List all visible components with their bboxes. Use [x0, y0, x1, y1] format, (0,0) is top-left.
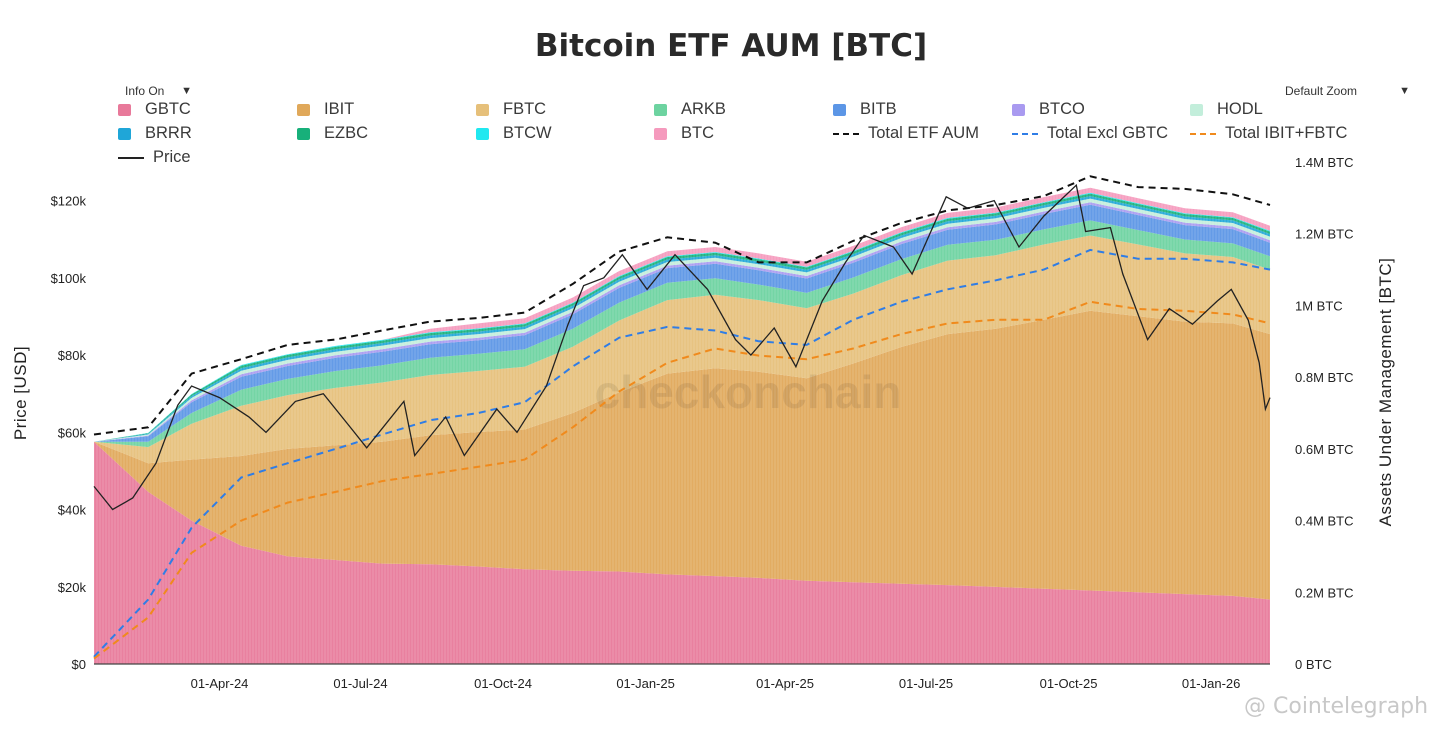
zoom-label: Default Zoom	[1285, 84, 1358, 98]
watermark-text: checkonchain	[595, 366, 902, 418]
legend-swatch	[1012, 132, 1038, 135]
legend-swatch	[1190, 103, 1203, 116]
legend-label: BTCW	[503, 124, 552, 142]
area-arkb	[94, 220, 1270, 448]
chevron-down-icon: ▼	[181, 85, 192, 97]
left-tick-label: $80k	[58, 348, 87, 363]
price-line	[93, 183, 1271, 511]
chevron-down-icon: ▼	[1399, 85, 1410, 97]
right-axis-title: Assets Under Management [BTC]	[1376, 257, 1395, 527]
left-tick-label: $100k	[51, 271, 87, 286]
line-total-excl-gbtc	[93, 248, 1271, 658]
line-total-etf-aum	[93, 175, 1271, 436]
legend-item-brrr[interactable]: BRRR	[118, 124, 192, 143]
right-tick-label: 0 BTC	[1295, 657, 1332, 672]
x-tick-label: 01-Jul-25	[899, 676, 953, 691]
legend-item-total-excl-gbtc[interactable]: Total Excl GBTC	[1012, 124, 1168, 143]
right-tick-label: 0.8M BTC	[1295, 370, 1354, 385]
zoom-dropdown[interactable]: Default Zoom ▼	[1273, 78, 1418, 104]
left-tick-label: $40k	[58, 503, 87, 518]
legend-swatch	[118, 127, 131, 140]
legend-label: Total ETF AUM	[868, 124, 979, 142]
right-tick-label: 1.2M BTC	[1295, 227, 1354, 242]
legend-label: FBTC	[503, 100, 547, 118]
right-tick-label: 0.4M BTC	[1295, 514, 1354, 529]
x-tick-label: 01-Jul-24	[333, 676, 387, 691]
right-tick-label: 0.2M BTC	[1295, 585, 1354, 600]
legend-swatch	[1012, 103, 1025, 116]
chart-title: Bitcoin ETF AUM [BTC]	[534, 28, 928, 64]
x-tick-label: 01-Jan-25	[616, 676, 675, 691]
legend-label: GBTC	[145, 100, 191, 118]
x-tick-label: 01-Oct-24	[474, 676, 532, 691]
area-ibit	[94, 310, 1270, 600]
x-tick-label: 01-Jan-26	[1182, 676, 1241, 691]
legend-item-total-etf-aum[interactable]: Total ETF AUM	[833, 124, 979, 143]
legend-item-fbtc[interactable]: FBTC	[476, 100, 546, 119]
area-bitb	[94, 204, 1270, 442]
legend-item-btco[interactable]: BTCO	[1012, 100, 1085, 119]
legend-label: Total IBIT+FBTC	[1225, 124, 1348, 142]
legend-label: ARKB	[681, 100, 726, 118]
legend-swatch	[297, 127, 310, 140]
legend-label: BRRR	[145, 124, 192, 142]
legend-label: BTC	[681, 124, 714, 142]
right-tick-label: 1.4M BTC	[1295, 155, 1354, 170]
left-tick-label: $120k	[51, 194, 87, 209]
area-gbtc	[94, 441, 1270, 664]
legend-item-price[interactable]: Price	[118, 148, 191, 167]
right-tick-label: 1M BTC	[1295, 298, 1343, 313]
legend-item-arkb[interactable]: ARKB	[654, 100, 726, 119]
left-axis-title: Price [USD]	[11, 345, 30, 441]
legend-item-btcw[interactable]: BTCW	[476, 124, 552, 143]
legend-swatch	[654, 103, 667, 116]
legend-label: HODL	[1217, 100, 1263, 118]
legend-label: Total Excl GBTC	[1047, 124, 1169, 142]
x-tick-label: 01-Apr-25	[756, 676, 814, 691]
legend-item-ezbc[interactable]: EZBC	[297, 124, 368, 143]
line-total-ibit-fbtc	[93, 300, 1271, 660]
legend-item-gbtc[interactable]: GBTC	[118, 100, 191, 119]
legend-swatch	[118, 156, 144, 159]
legend-label: Price	[153, 148, 191, 166]
legend-label: BITB	[860, 100, 897, 118]
bar-texture	[93, 162, 1271, 664]
legend-item-hodl[interactable]: HODL	[1190, 100, 1263, 119]
info-toggle-label: Info On	[125, 84, 165, 98]
legend-swatch	[833, 103, 846, 116]
info-toggle-dropdown[interactable]: Info On ▼	[114, 78, 200, 104]
legend-item-ibit[interactable]: IBIT	[297, 100, 354, 119]
left-tick-label: $60k	[58, 425, 87, 440]
legend-swatch	[118, 103, 131, 116]
legend-item-bitb[interactable]: BITB	[833, 100, 897, 119]
legend-swatch	[476, 103, 489, 116]
x-tick-label: 01-Oct-25	[1040, 676, 1098, 691]
legend-swatch	[833, 132, 859, 135]
legend-label: BTCO	[1039, 100, 1085, 118]
credit-watermark: @ Cointelegraph	[1244, 694, 1429, 719]
legend-label: EZBC	[324, 124, 369, 142]
legend-label: IBIT	[324, 100, 355, 118]
left-tick-label: $0	[72, 657, 86, 672]
x-tick-label: 01-Apr-24	[191, 676, 249, 691]
legend-swatch	[654, 127, 667, 140]
legend-swatch	[476, 127, 489, 140]
right-tick-label: 0.6M BTC	[1295, 442, 1354, 457]
area-fbtc	[94, 235, 1270, 464]
legend-swatch	[297, 103, 310, 116]
left-tick-label: $20k	[58, 580, 87, 595]
legend-item-btc[interactable]: BTC	[654, 124, 714, 143]
legend-item-total-ibit-fbtc[interactable]: Total IBIT+FBTC	[1190, 124, 1347, 143]
legend-swatch	[1190, 132, 1216, 135]
